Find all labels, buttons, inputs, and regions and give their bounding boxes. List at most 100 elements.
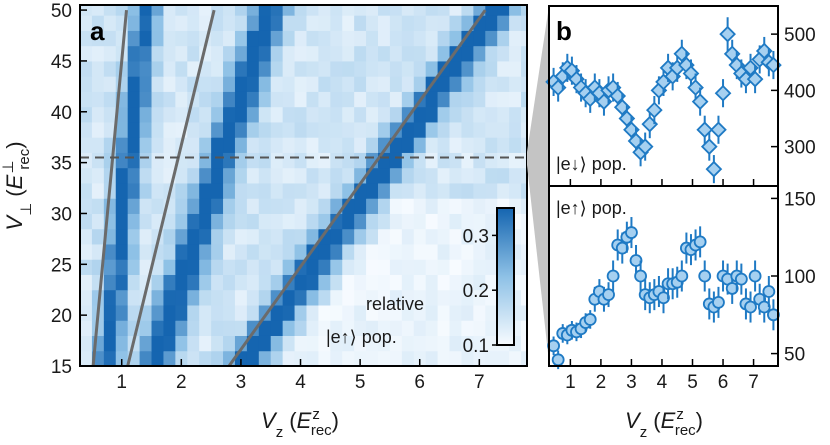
- heatmap-cell: [485, 5, 498, 16]
- heatmap-cell: [389, 243, 403, 260]
- x-tick-label: 7: [748, 372, 759, 393]
- heatmap-cell: [485, 213, 498, 230]
- heatmap-cell: [401, 5, 415, 16]
- heatmap-cell: [497, 76, 510, 92]
- heatmap-cell: [401, 335, 415, 352]
- heatmap-cell: [342, 289, 355, 306]
- heatmap-cell: [330, 137, 343, 153]
- heatmap-cell: [151, 304, 164, 321]
- data-point: [618, 110, 636, 127]
- heatmap-cell: [163, 106, 176, 123]
- heatmap-cell: [270, 304, 284, 321]
- heatmap-cell: [246, 335, 260, 352]
- heatmap-cell: [187, 289, 200, 306]
- heatmap-cell: [389, 76, 403, 92]
- heatmap-cell: [103, 60, 117, 77]
- data-point: [645, 101, 663, 119]
- heatmap-cell: [342, 167, 355, 184]
- heatmap-cell: [211, 152, 224, 169]
- heatmap-cells: [80, 5, 528, 367]
- heatmap-cell: [270, 106, 284, 123]
- heatmap-cell: [366, 121, 379, 138]
- heatmap-cell: [211, 274, 224, 291]
- heatmap-cell: [223, 152, 236, 169]
- heatmap-cell: [163, 15, 176, 31]
- colorbar-ticks: 0.1 0.2 0.3: [463, 226, 497, 357]
- heatmap-cell: [354, 91, 367, 108]
- heatmap-cell: [139, 76, 153, 92]
- heatmap-cell: [330, 182, 343, 199]
- heatmap-cell: [258, 76, 272, 92]
- heatmap-cell: [127, 137, 141, 153]
- heatmap-cell: [425, 243, 439, 260]
- heatmap-cell: [401, 350, 415, 367]
- heatmap-cell: [306, 60, 319, 77]
- heatmap-cell: [91, 243, 105, 260]
- heatmap-cell: [258, 304, 272, 321]
- heatmap-cell: [521, 106, 528, 123]
- heatmap-cell: [127, 30, 141, 47]
- heatmap-cell: [175, 106, 188, 123]
- heatmap-cell: [199, 91, 212, 108]
- heatmap-cell: [473, 60, 486, 77]
- heatmap-cell: [342, 335, 355, 352]
- heatmap-cell: [330, 350, 343, 367]
- heatmap-cell: [437, 137, 451, 153]
- heatmap-cell: [461, 60, 474, 77]
- heatmap-cell: [127, 167, 141, 184]
- heatmap-cell: [389, 259, 403, 275]
- heatmap-cell: [485, 289, 498, 306]
- heatmap-cell: [366, 91, 379, 108]
- heatmap-cell: [91, 60, 105, 77]
- heatmap-cell: [318, 274, 331, 291]
- heatmap-cell: [270, 137, 284, 153]
- heatmap-cell: [211, 60, 224, 77]
- heatmap-cell: [91, 152, 105, 169]
- heatmap-cell: [366, 30, 379, 47]
- heatmap-cell: [234, 167, 248, 184]
- heatmap-cell: [151, 137, 164, 153]
- heatmap-cell: [330, 304, 343, 321]
- heatmap-cell: [401, 60, 415, 77]
- heatmap-cell: [437, 167, 451, 184]
- heatmap-cell: [151, 182, 164, 199]
- heatmap-cell: [246, 259, 260, 275]
- heatmap-cell: [175, 91, 188, 108]
- heatmap-cell: [461, 335, 474, 352]
- heatmap-cell: [425, 335, 439, 352]
- heatmap-cell: [115, 121, 129, 138]
- heatmap-cell: [318, 289, 331, 306]
- heatmap-cell: [223, 15, 236, 31]
- heatmap-cell: [366, 335, 379, 352]
- heatmap-cell: [127, 228, 141, 245]
- heatmap-cell: [115, 198, 129, 214]
- heatmap-cell: [211, 198, 224, 214]
- heatmap-cell: [485, 243, 498, 260]
- heatmap-cell: [366, 45, 379, 62]
- heatmap-cell: [175, 243, 188, 260]
- heatmap-cell: [163, 76, 176, 92]
- data-point: [602, 288, 615, 302]
- heatmap-cell: [318, 30, 331, 47]
- heatmap-cell: [80, 182, 93, 199]
- heatmap-cell: [270, 152, 284, 169]
- data-point: [734, 272, 748, 286]
- heatmap-cell: [389, 228, 403, 245]
- colorbar-tick-label: 0.3: [463, 226, 489, 247]
- heatmap-cell: [330, 5, 343, 16]
- heatmap-cell: [330, 243, 343, 260]
- heatmap-cell: [437, 45, 451, 62]
- heatmap-cell: [91, 91, 105, 108]
- heatmap-cell: [294, 198, 307, 214]
- heatmap-cell: [449, 243, 462, 260]
- heatmap-cell: [354, 213, 367, 230]
- y-tick-label: 400: [784, 81, 816, 102]
- heatmap-cell: [342, 5, 355, 16]
- heatmap-cell: [246, 182, 260, 199]
- heatmap-cell: [175, 259, 188, 275]
- heatmap-cell: [318, 350, 331, 367]
- heatmap-cell: [461, 259, 474, 275]
- heatmap-cell: [437, 30, 451, 47]
- heatmap-cell: [151, 335, 164, 352]
- heatmap-cell: [449, 198, 462, 214]
